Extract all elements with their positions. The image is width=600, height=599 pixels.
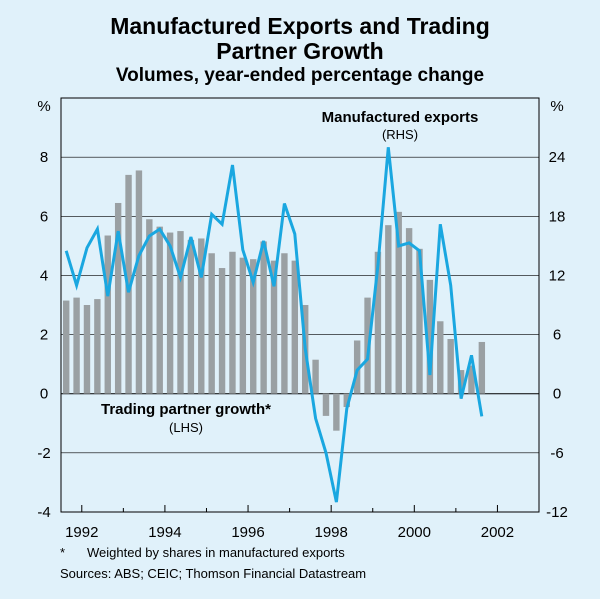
right-tick-label: 0 bbox=[553, 386, 561, 403]
bar-trading-partner bbox=[405, 228, 413, 394]
bar-trading-partner bbox=[187, 239, 195, 394]
bar-trading-partner bbox=[447, 339, 454, 394]
left-tick-label: 4 bbox=[40, 267, 48, 284]
bar-trading-partner bbox=[156, 226, 163, 394]
chart-title-line-1: Manufactured Exports and Trading bbox=[110, 13, 490, 39]
chart-title: Manufactured Exports and Trading Partner… bbox=[0, 14, 600, 64]
bar-trading-partner bbox=[177, 231, 184, 394]
x-tick-label: 2002 bbox=[481, 524, 514, 541]
chart-subtitle: Volumes, year-ended percentage change bbox=[115, 65, 485, 86]
right-axis-unit: % bbox=[550, 98, 563, 115]
bar-trading-partner bbox=[374, 251, 382, 394]
bar-trading-partner bbox=[468, 365, 475, 394]
footnote: * Weighted by shares in manufactured expo… bbox=[60, 545, 345, 561]
bar-trading-partner bbox=[270, 260, 278, 394]
right-tick-label: -12 bbox=[546, 504, 568, 521]
series-label-exports-axis: (RHS) bbox=[382, 127, 418, 142]
bar-trading-partner bbox=[260, 241, 267, 394]
bar-trading-partner bbox=[437, 321, 444, 394]
x-tick-label: 1992 bbox=[65, 524, 98, 541]
x-tick-label: 2000 bbox=[398, 524, 431, 541]
bar-trading-partner bbox=[343, 393, 350, 408]
bar-trading-partner bbox=[281, 253, 288, 394]
bar-trading-partner bbox=[353, 340, 361, 394]
bar-trading-partner bbox=[478, 341, 486, 394]
bar-trading-partner bbox=[218, 268, 226, 394]
left-tick-label: 6 bbox=[40, 208, 48, 225]
bar-trading-partner bbox=[239, 257, 247, 394]
series-label-trading: Trading partner growth* bbox=[101, 401, 271, 418]
bar-trading-partner bbox=[73, 297, 80, 394]
x-tick-label: 1996 bbox=[231, 524, 264, 541]
bar-trading-partner bbox=[208, 253, 215, 394]
right-tick-label: 18 bbox=[549, 208, 566, 225]
chart-title-line-2: Partner Growth bbox=[216, 38, 384, 64]
left-tick-label: -2 bbox=[37, 445, 50, 462]
bar-trading-partner bbox=[104, 235, 111, 394]
left-tick-label: 0 bbox=[40, 386, 48, 403]
bar-trading-partner bbox=[198, 238, 205, 394]
bar-trading-partner bbox=[312, 359, 319, 394]
right-tick-label: -6 bbox=[550, 445, 563, 462]
footnote-text: Weighted by shares in manufactured expor… bbox=[87, 545, 345, 560]
axes: -4 -12 -2 -6 0 0 2 6 4 12 6 18 8 24 1992 1994 1996 1998 20… bbox=[37, 149, 568, 541]
x-tick-label: 1994 bbox=[148, 524, 181, 541]
sources-note: Sources: ABS; CEIC; Thomson Financial Da… bbox=[60, 566, 367, 581]
x-tick-label: 1998 bbox=[314, 524, 347, 541]
right-tick-label: 6 bbox=[553, 327, 561, 344]
bar-trading-partner bbox=[250, 259, 257, 394]
bar-trading-partner bbox=[62, 300, 70, 394]
bar-trading-partner bbox=[135, 170, 143, 394]
series-label-exports: Manufactured exports bbox=[322, 109, 479, 126]
bar-trading-partner bbox=[94, 299, 101, 394]
bar-trading-partner bbox=[333, 393, 340, 431]
bar-trading-partner bbox=[166, 232, 174, 394]
series-label-trading-axis: (LHS) bbox=[169, 420, 203, 435]
left-tick-label: 2 bbox=[40, 327, 48, 344]
bar-trading-partner bbox=[322, 393, 330, 416]
bar-trading-partner bbox=[229, 251, 236, 394]
bar-trading-partner bbox=[146, 219, 153, 394]
footnote-marker: * bbox=[60, 545, 66, 560]
bar-trading-partner bbox=[426, 279, 434, 394]
line-series bbox=[64, 147, 484, 503]
bar-trading-partner bbox=[291, 260, 299, 394]
left-tick-label: -4 bbox=[37, 504, 50, 521]
right-tick-label: 12 bbox=[549, 267, 566, 284]
bar-trading-partner bbox=[114, 202, 122, 394]
bar-trading-partner bbox=[83, 305, 91, 394]
left-axis-unit: % bbox=[37, 98, 50, 115]
bar-trading-partner bbox=[416, 248, 423, 394]
bar-trading-partner bbox=[385, 225, 392, 394]
left-tick-label: 8 bbox=[40, 149, 48, 166]
right-tick-label: 24 bbox=[549, 149, 566, 166]
bar-trading-partner bbox=[395, 211, 402, 394]
